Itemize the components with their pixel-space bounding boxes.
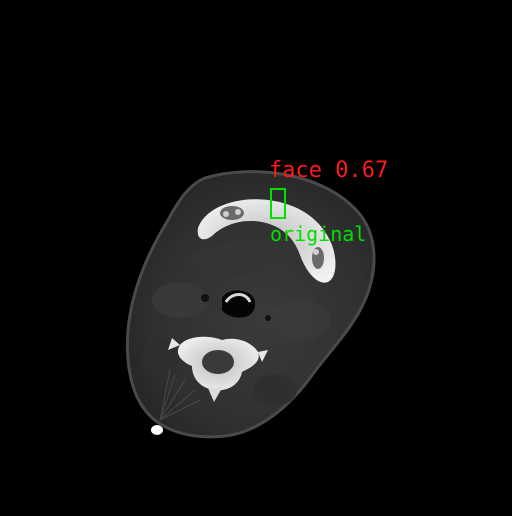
- tongue-region: [190, 244, 270, 276]
- streak-artifacts: [159, 369, 201, 421]
- spinal-canal: [202, 350, 234, 374]
- transverse-process-left: [168, 338, 180, 350]
- air-pocket-tiny: [265, 315, 271, 321]
- ground-truth-label: original: [270, 222, 367, 246]
- muscle-region-left: [152, 282, 208, 318]
- prediction-label: face 0.67: [269, 158, 389, 183]
- transverse-process-right: [258, 350, 268, 362]
- tooth-root-left-2: [235, 209, 241, 215]
- mandible-bone: [197, 199, 336, 283]
- hyoid-arc: [224, 293, 252, 303]
- posterior-muscle-right: [253, 374, 297, 406]
- spinous-process: [208, 388, 222, 402]
- tooth-root-right: [313, 249, 319, 255]
- skin-rim: [125, 170, 376, 439]
- muscle-region-right: [270, 300, 330, 340]
- external-marker: [151, 425, 163, 435]
- air-pocket-small: [201, 294, 209, 302]
- tooth-root-left: [223, 211, 229, 217]
- detection-bounding-box: [270, 188, 286, 219]
